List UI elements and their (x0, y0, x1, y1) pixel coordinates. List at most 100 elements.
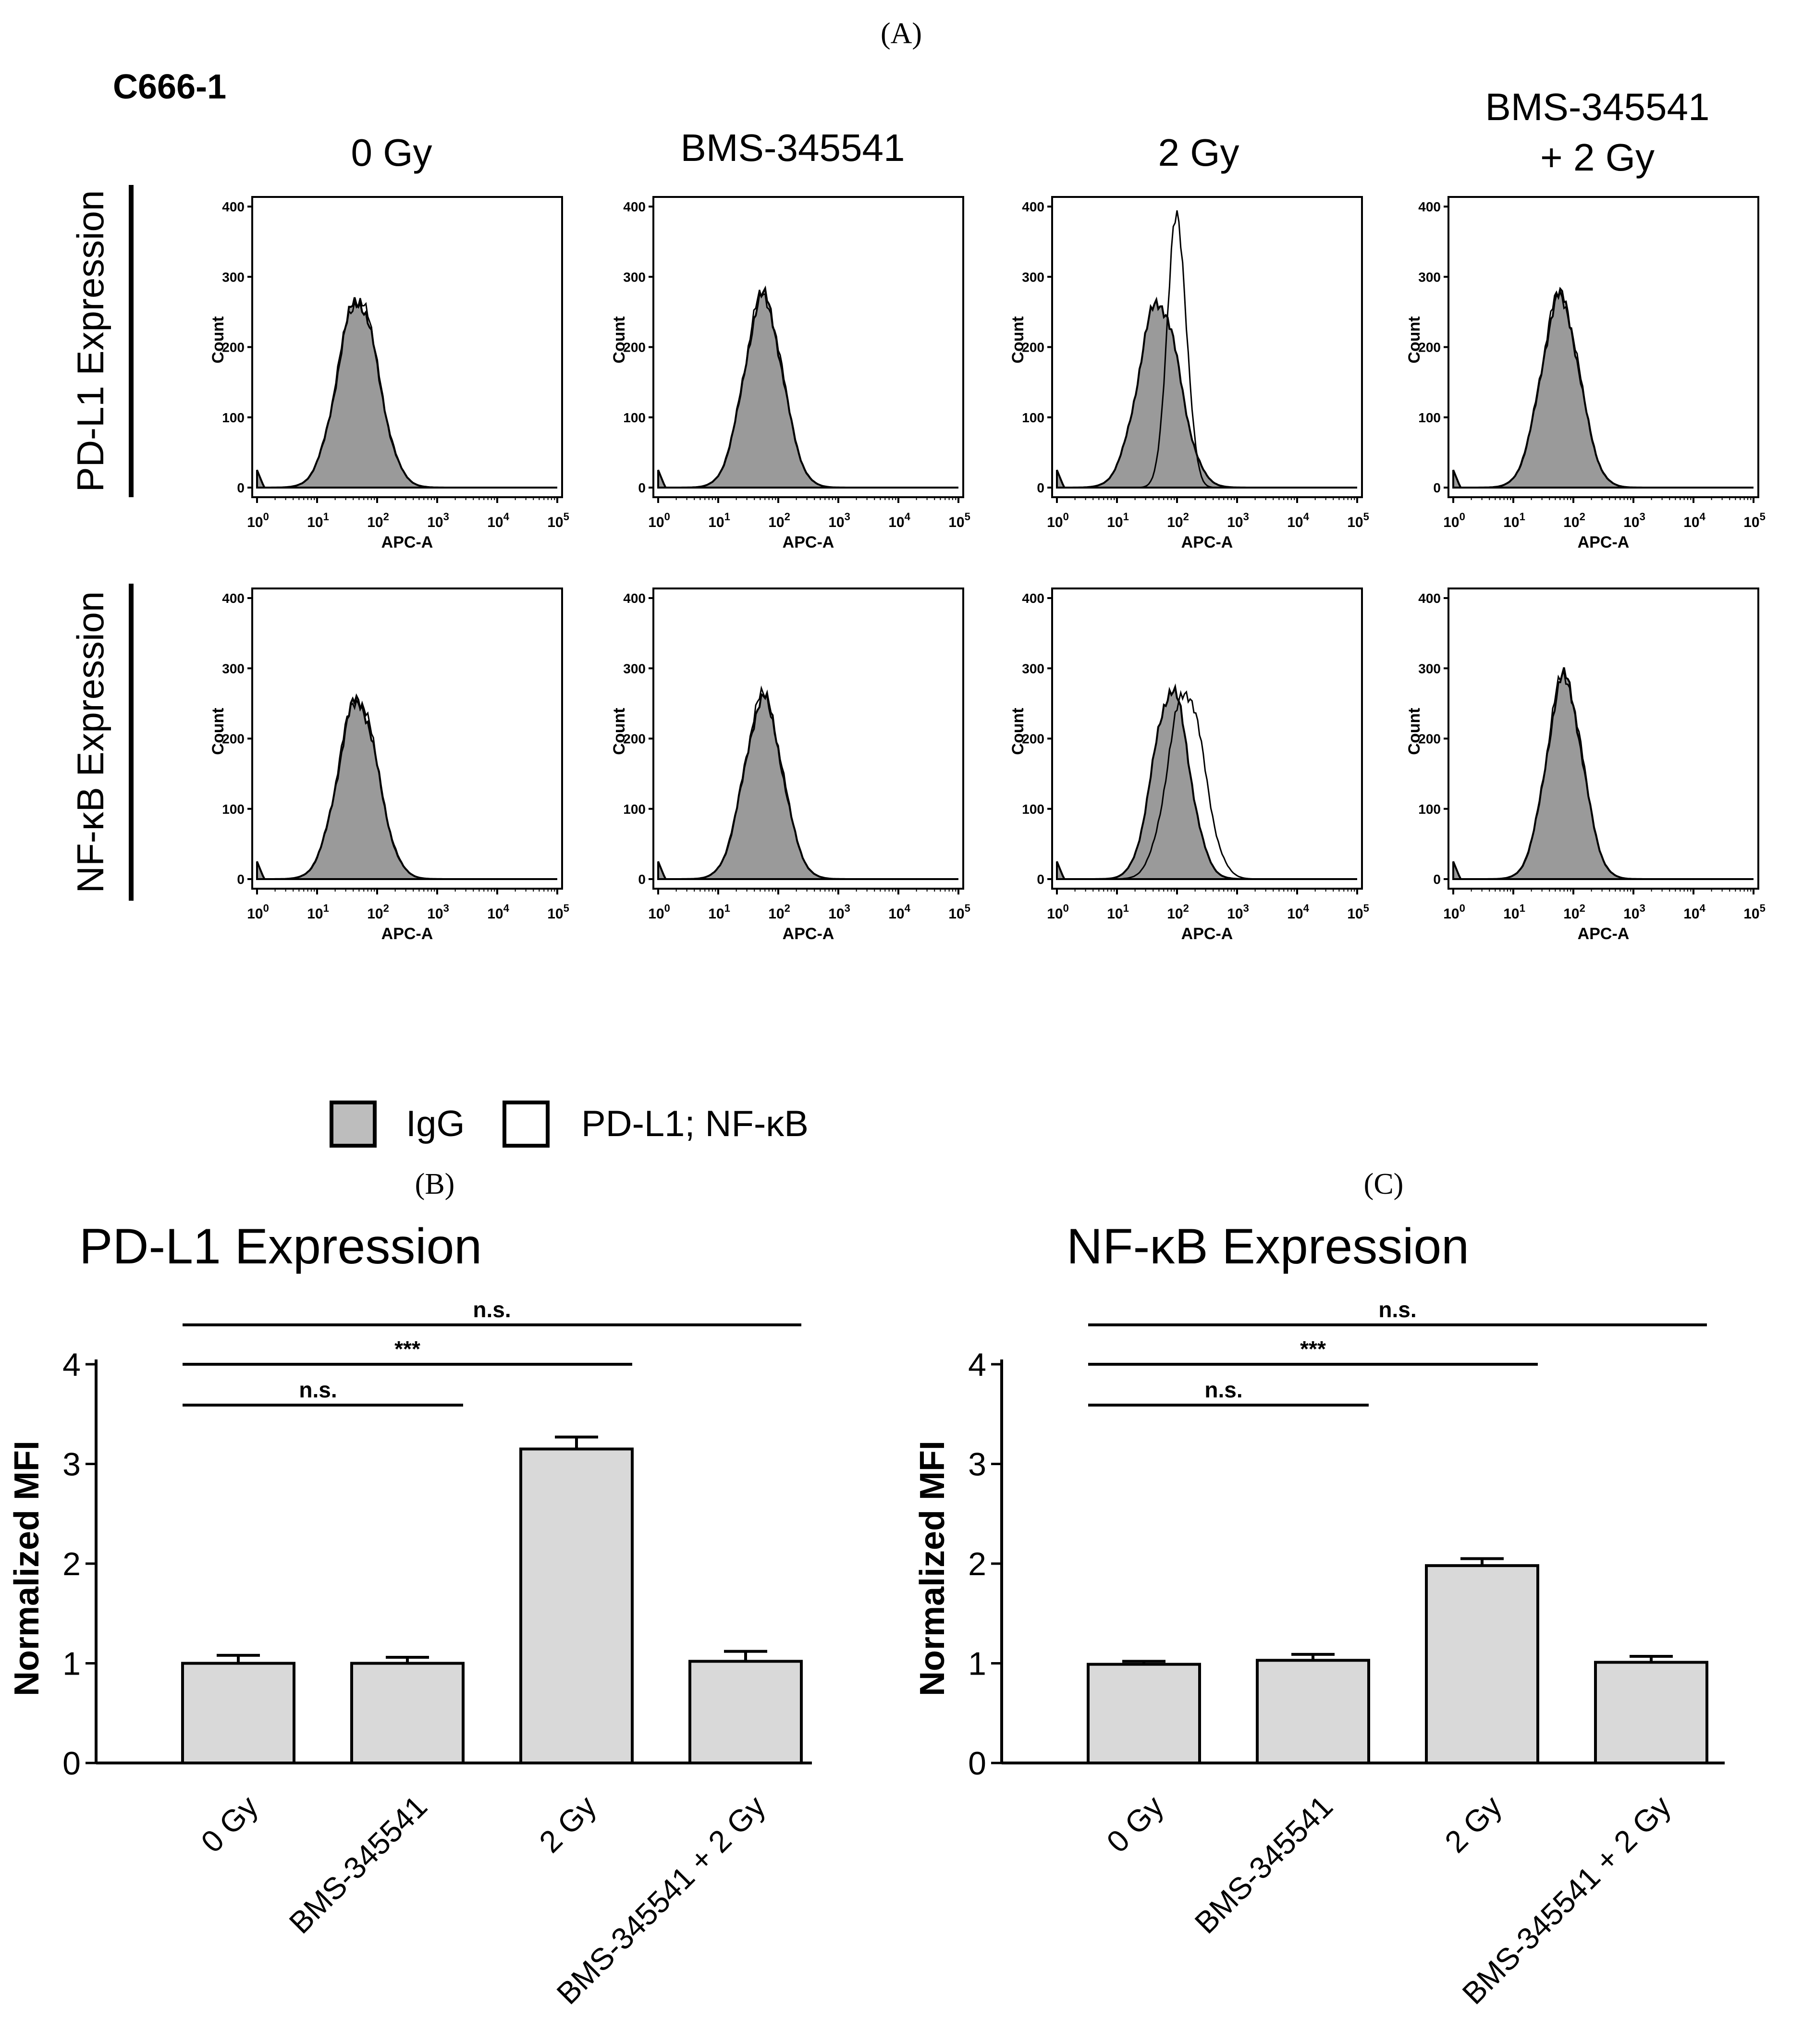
histogram-frame (1051, 587, 1363, 890)
x-tick-label: 105 (1347, 511, 1369, 530)
x-tick-label: 100 (247, 511, 269, 530)
chart-title: NF-κB Expression (1067, 1219, 1469, 1274)
x-tick-label: 100 (648, 511, 670, 530)
y-axis-title: Normalized MFI (913, 1441, 952, 1696)
x-axis-title: APC-A (1578, 533, 1630, 551)
histogram-frame (1051, 196, 1363, 498)
significance-label: *** (1300, 1336, 1326, 1361)
y-tick-label: 1 (62, 1646, 81, 1682)
y-tick-label: 0 (968, 1745, 986, 1782)
y-tick-label: 300 (1022, 269, 1044, 284)
y-tick-label: 0 (237, 480, 245, 495)
x-tick-label: 105 (1743, 902, 1766, 922)
y-tick-label: 2 (968, 1546, 986, 1582)
x-tick-label: 103 (1623, 511, 1645, 530)
row-label-pdl1: PD-L1 Expression (69, 190, 111, 492)
y-axis-title: Count (1009, 316, 1027, 363)
x-tick-label: 102 (768, 902, 790, 922)
y-tick-label: 200 (222, 732, 245, 747)
y-axis-title: Count (209, 316, 227, 363)
bar-chart-pdl1: PD-L1 Expression 0 1 2 3 4 Normalized MFI 0 Gy B… (8, 1219, 812, 2011)
x-tick-label: 104 (1683, 902, 1705, 922)
y-tick-label: 1 (968, 1646, 986, 1682)
y-axis-title: Count (610, 316, 628, 363)
y-tick-label: 400 (222, 199, 245, 214)
x-tick-label: 105 (547, 902, 569, 922)
x-tick-label: BMS-345541 (282, 1789, 434, 1940)
y-axis-title: Count (1009, 708, 1027, 755)
cell-line-label: C666-1 (113, 68, 226, 106)
y-tick-label: 400 (1418, 591, 1441, 606)
x-tick-label: 101 (1107, 902, 1129, 922)
histogram-frame (251, 587, 563, 890)
significance-label: *** (394, 1336, 420, 1361)
x-axis-title: APC-A (1181, 925, 1233, 943)
bar-charts: PD-L1 Expression 0 1 2 3 4 Normalized MFI 0 Gy B… (8, 1219, 1725, 2011)
panel-label-c: (C) (1364, 1168, 1404, 1200)
x-tick-label: BMS-345541 (1188, 1789, 1339, 1940)
y-tick-label: 300 (623, 269, 646, 284)
bar (181, 1662, 295, 1764)
y-tick-label: 300 (222, 269, 245, 284)
y-tick-label: 0 (237, 872, 245, 887)
histogram-frame (1447, 587, 1759, 890)
y-tick-label: 0 (1037, 872, 1044, 887)
x-tick-label: 100 (247, 902, 269, 922)
x-tick-label: 102 (1167, 511, 1189, 530)
x-axis-title: APC-A (381, 533, 433, 551)
x-tick-label: 104 (1287, 902, 1309, 922)
x-tick-label: 100 (648, 902, 670, 922)
target-histogram (256, 298, 557, 489)
y-tick-label: 200 (623, 340, 646, 355)
x-tick-label: 101 (1107, 511, 1129, 530)
y-tick-label: 4 (62, 1346, 81, 1383)
condition-label-combo-line2: + 2 Gy (1540, 136, 1655, 179)
histogram-frame (652, 196, 964, 498)
x-axis-title: APC-A (1578, 925, 1630, 943)
y-tick-label: 100 (1022, 802, 1044, 817)
x-tick-label: 103 (828, 902, 850, 922)
y-tick-label: 0 (1433, 480, 1441, 495)
y-axis-title: Count (209, 708, 227, 755)
y-tick-label: 300 (1418, 661, 1441, 676)
legend-target-swatch (503, 1101, 550, 1148)
y-tick-label: 100 (222, 410, 245, 425)
significance-label: n.s. (299, 1377, 337, 1402)
target-histogram (1452, 289, 1754, 489)
x-tick-label: 105 (547, 511, 569, 530)
target-histogram (256, 698, 557, 880)
x-tick-label: 101 (307, 902, 329, 922)
x-tick-label: 2 Gy (1438, 1789, 1508, 1859)
x-tick-label: 105 (948, 511, 970, 530)
x-tick-label: 105 (1743, 511, 1766, 530)
x-tick-label: 104 (487, 511, 509, 530)
y-tick-label: 100 (623, 410, 646, 425)
y-tick-label: 300 (1418, 269, 1441, 284)
x-tick-label: 103 (427, 511, 449, 530)
target-histogram (1056, 690, 1357, 880)
target-histogram (1056, 210, 1357, 489)
row-label-nfkb: NF-κB Expression (69, 591, 111, 893)
x-tick-label: 104 (888, 511, 910, 530)
histogram-frame (652, 587, 964, 890)
bar (519, 1447, 634, 1764)
x-tick-label: 102 (367, 511, 389, 530)
x-tick-label: 103 (828, 511, 850, 530)
x-tick-label: 104 (1683, 511, 1705, 530)
significance-label: n.s. (473, 1297, 511, 1322)
y-tick-label: 0 (638, 480, 646, 495)
x-tick-label: 102 (1563, 902, 1585, 922)
y-tick-label: 100 (1418, 802, 1441, 817)
significance-label: n.s. (1204, 1377, 1242, 1402)
panel-label-b: (B) (415, 1168, 455, 1200)
y-tick-label: 0 (1037, 480, 1044, 495)
y-tick-label: 400 (623, 591, 646, 606)
